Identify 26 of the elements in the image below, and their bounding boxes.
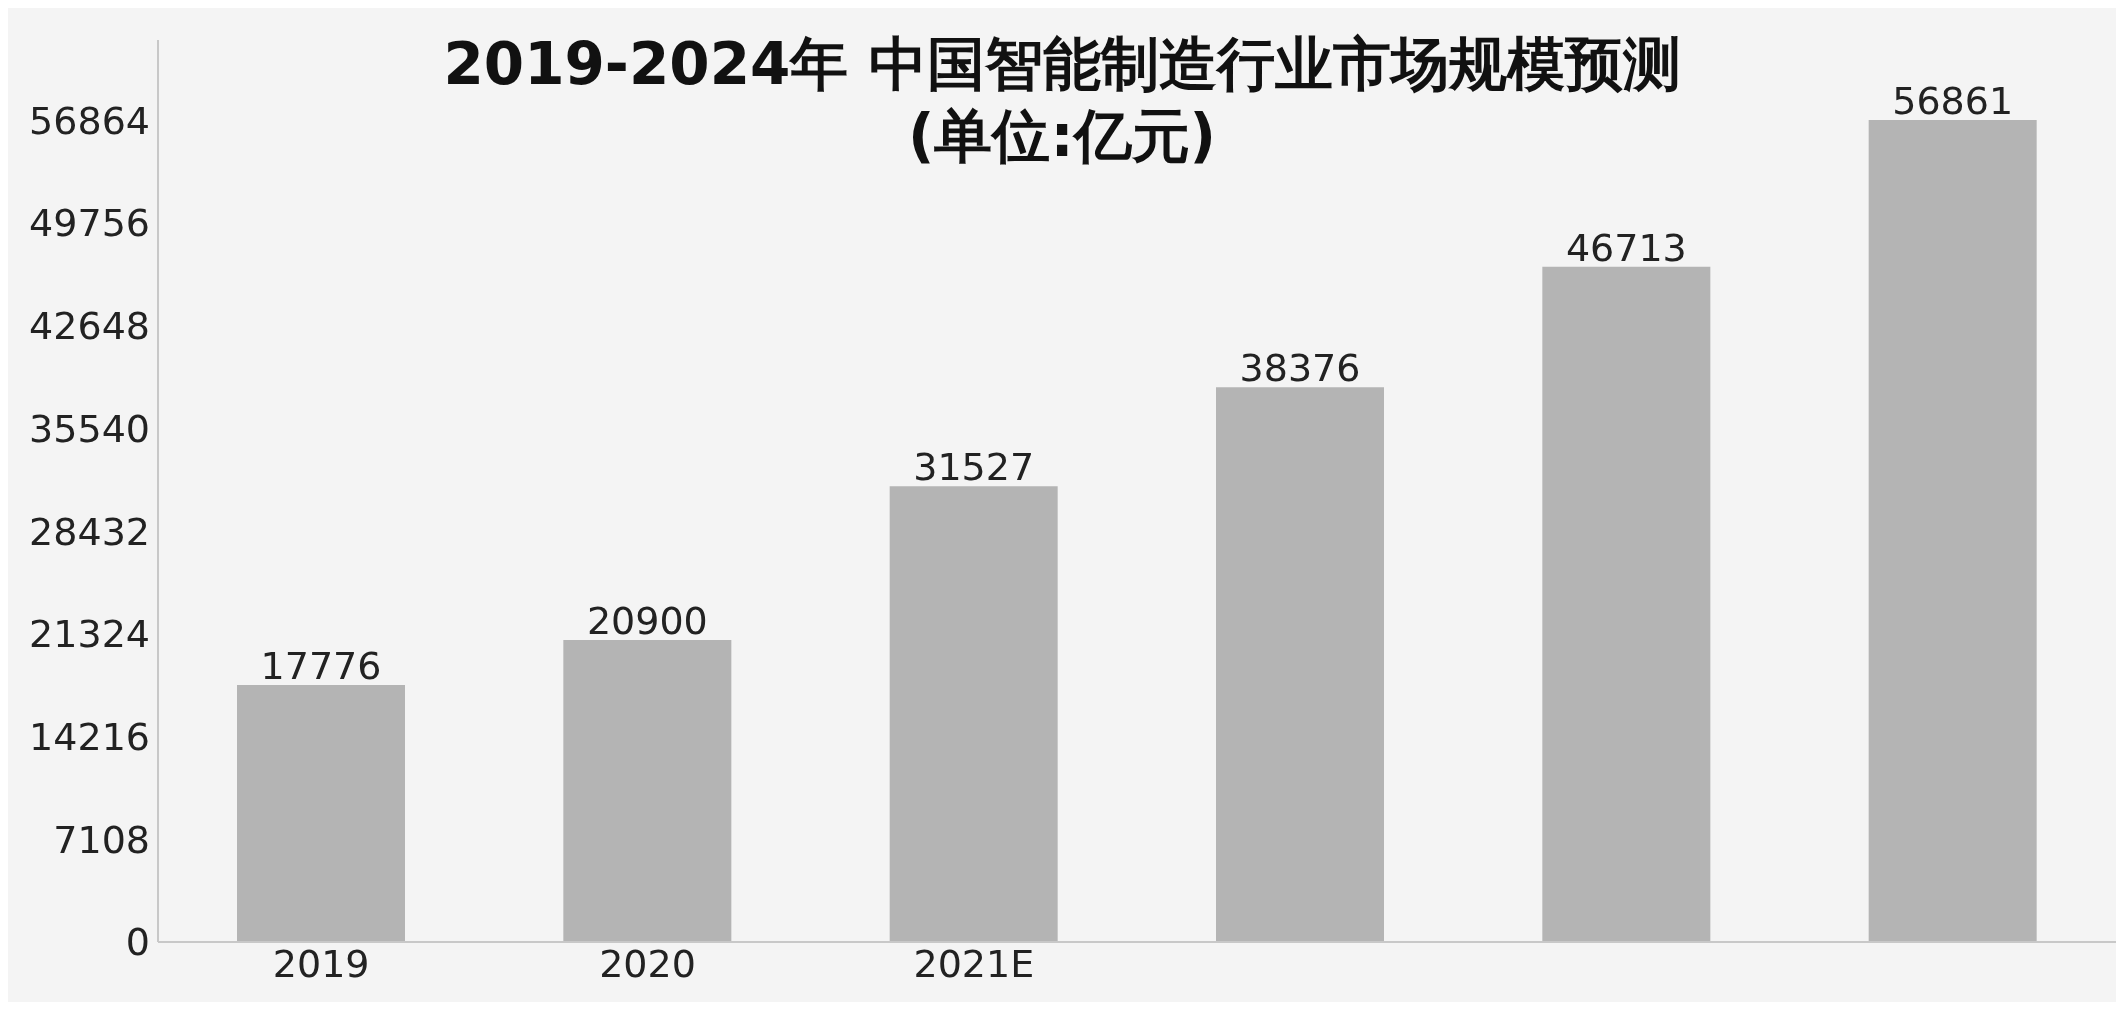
x-tick-label: 2021E — [913, 941, 1035, 986]
y-tick-label: 0 — [125, 920, 150, 965]
y-tick-label: 21324 — [29, 612, 150, 657]
bar — [563, 639, 732, 942]
y-tick-label: 14216 — [29, 715, 150, 759]
data-label: 17776 — [260, 644, 382, 689]
bar — [1868, 120, 2037, 942]
data-label: 20900 — [586, 598, 708, 643]
data-label: 56861 — [1892, 79, 2014, 124]
chart-title: 2019-2024年 中国智能制造行业市场规模预测 — [443, 30, 1681, 98]
bar — [237, 685, 405, 942]
x-tick-label: 2019 — [272, 941, 370, 986]
y-tick-label: 42648 — [29, 304, 150, 349]
y-tick-label: 7108 — [53, 817, 150, 862]
data-label: 46713 — [1565, 225, 1687, 270]
y-tick-label: 49756 — [29, 201, 150, 246]
data-label: 31527 — [913, 445, 1035, 490]
text: (单位:亿元) — [907, 102, 1217, 170]
bar — [1216, 387, 1384, 942]
bar — [889, 486, 1058, 942]
y-tick-label: 56864 — [29, 98, 150, 143]
bar — [1542, 266, 1711, 942]
y-tick-label: 35540 — [29, 406, 150, 451]
y-tick-label: 28432 — [29, 509, 150, 554]
x-tick-label: 2020 — [599, 941, 696, 986]
data-label: 38376 — [1239, 346, 1361, 391]
